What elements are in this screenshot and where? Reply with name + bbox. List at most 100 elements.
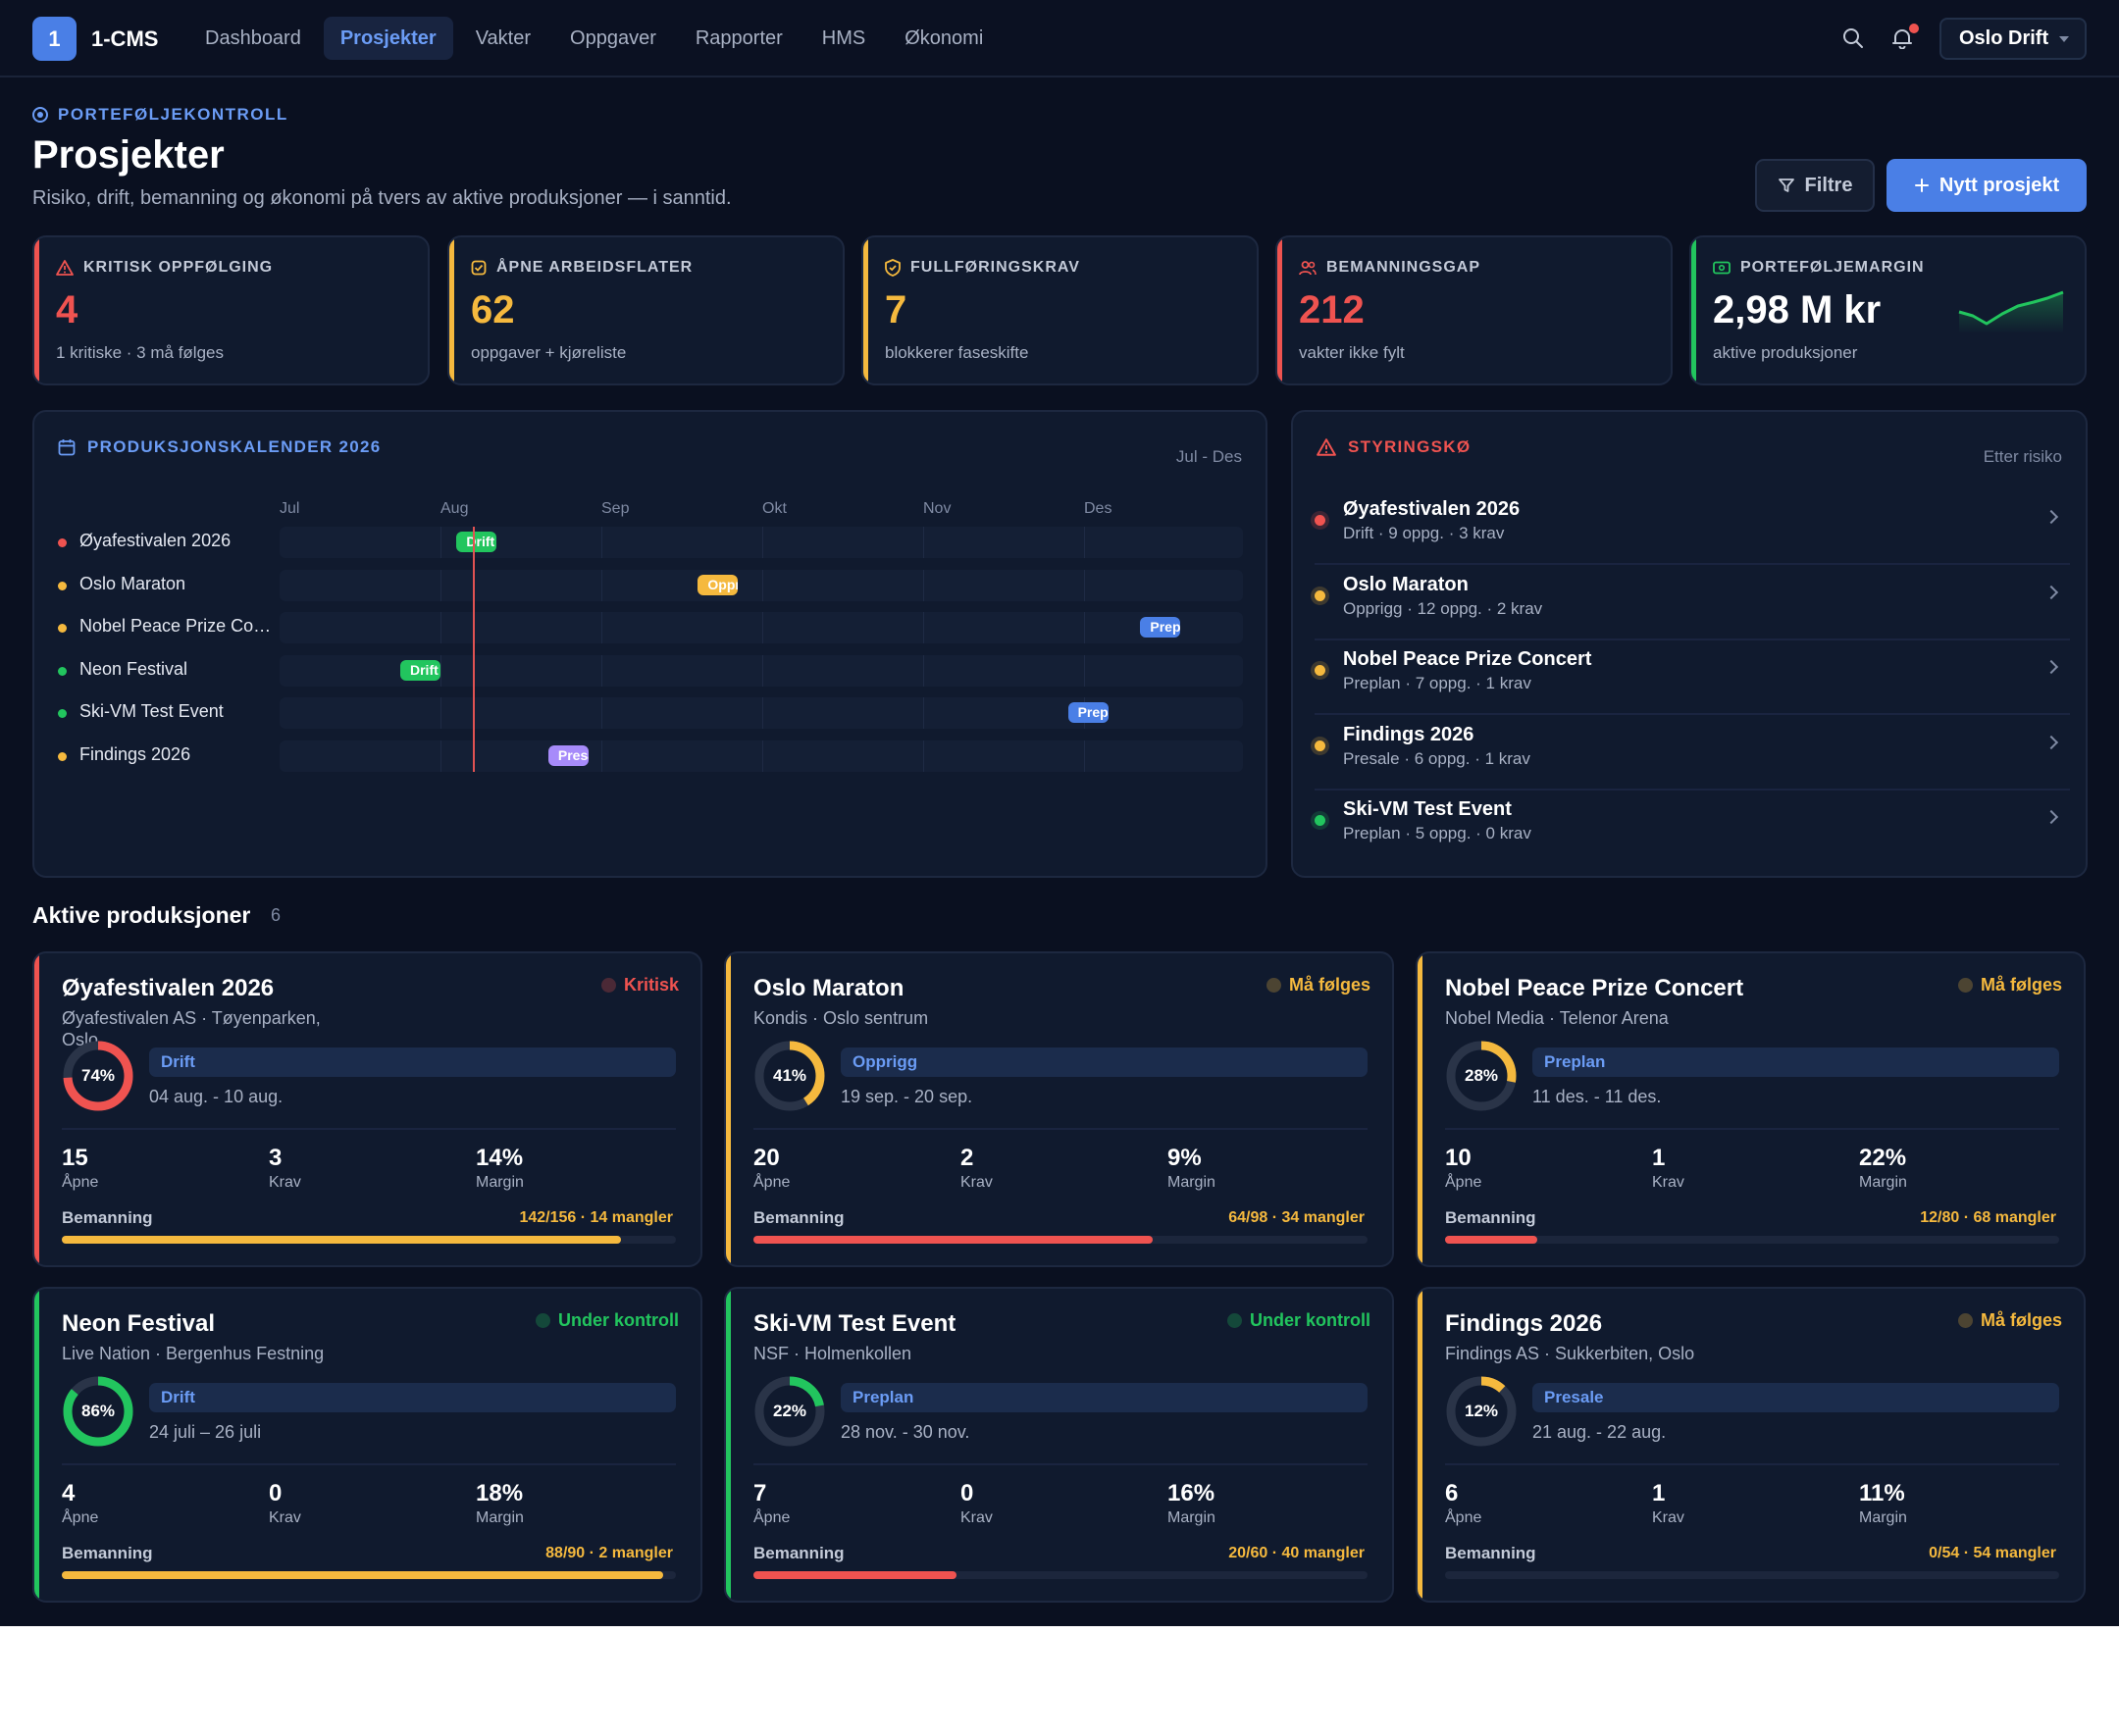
queue-item[interactable]: Ski-VM Test Event Preplan · 5 oppg. · 0 k… xyxy=(1315,791,2070,865)
kpi-card-arbeidsflater[interactable]: ÅPNE ARBEIDSFLATER 62 oppgaver + kjøreli… xyxy=(447,235,845,385)
queue-item[interactable]: Nobel Peace Prize Concert Preplan · 7 opp… xyxy=(1315,640,2070,715)
kpi-caption: aktive produksjoner xyxy=(1713,343,1858,362)
queue-item[interactable]: Oslo Maraton Opprigg · 12 oppg. · 2 krav xyxy=(1315,566,2070,640)
gantt-row-name: Neon Festival xyxy=(79,658,188,679)
stat-value: 7 xyxy=(753,1480,767,1506)
stat-margin: 22% Margin xyxy=(1859,1145,1907,1192)
project-dates: 04 aug. - 10 aug. xyxy=(149,1087,284,1106)
status-dot xyxy=(1957,978,1973,993)
gantt-track: Presale xyxy=(280,740,1243,772)
filter-icon xyxy=(1778,179,1794,192)
queue-item-summary: Presale · 6 oppg. · 1 krav xyxy=(1343,748,1530,768)
project-card[interactable]: Neon Festival Live Nation · Bergenhus Fes… xyxy=(32,1287,702,1603)
gantt-gridline xyxy=(440,612,441,643)
project-name: Nobel Peace Prize Concert xyxy=(1445,975,1744,1001)
gantt-row[interactable]: Ski-VM Test Event Preplan xyxy=(58,697,1263,729)
gantt-row[interactable]: Oslo Maraton Opprigg xyxy=(58,569,1263,601)
gantt-phase-pill[interactable]: Drift xyxy=(400,659,440,681)
calendar-range[interactable]: Jul - Des xyxy=(1175,447,1242,466)
users-icon xyxy=(1299,261,1317,276)
queue-sort[interactable]: Etter risiko xyxy=(1983,447,2062,466)
stat-value: 22% xyxy=(1859,1145,1907,1171)
card-accent-bar xyxy=(34,953,39,1265)
gantt-gridline xyxy=(1084,569,1085,601)
gantt-gridline xyxy=(601,569,602,601)
project-card[interactable]: Findings 2026 Findings AS · Sukkerbiten, … xyxy=(1416,1287,2086,1603)
gantt-phase-pill[interactable]: Presale xyxy=(547,744,589,766)
project-card[interactable]: Oslo Maraton Kondis · Oslo sentrum Må følg… xyxy=(724,951,1394,1267)
chevron-right-icon xyxy=(2043,659,2059,675)
staffing-progress-fill xyxy=(753,1236,1153,1244)
stat-label: Krav xyxy=(1652,1174,1684,1191)
staffing-value: 12/80 · 68 mangler xyxy=(1920,1209,2056,1226)
nav-prosjekter[interactable]: Prosjekter xyxy=(323,17,453,60)
queue-item-summary: Drift · 9 oppg. · 3 krav xyxy=(1343,524,1505,542)
status-label: Må følges xyxy=(1980,1310,2062,1330)
page-subtitle: Risiko, drift, bemanning og økonomi på t… xyxy=(32,187,732,209)
kpi-accent-bar xyxy=(34,237,39,383)
gantt-row[interactable]: Øyafestivalen 2026 Drift xyxy=(58,527,1263,558)
filter-button[interactable]: Filtre xyxy=(1755,159,1875,212)
project-card[interactable]: Øyafestivalen 2026 Øyafestivalen AS · Tøy… xyxy=(32,951,702,1267)
queue-item[interactable]: Findings 2026 Presale · 6 oppg. · 1 krav xyxy=(1315,716,2070,791)
project-card[interactable]: Nobel Peace Prize Concert Nobel Media · T… xyxy=(1416,951,2086,1267)
kpi-card-kritisk[interactable]: KRITISK OPPFØLGING 4 1 kritiske · 3 må f… xyxy=(32,235,430,385)
gantt-phase-pill[interactable]: Preplan xyxy=(1067,702,1109,723)
queue-item-summary: Preplan · 5 oppg. · 0 krav xyxy=(1343,824,1531,842)
nav-okonomi[interactable]: Økonomi xyxy=(904,27,984,49)
project-dates: 24 juli – 26 juli xyxy=(149,1422,262,1442)
kpi-card-fullforingskrav[interactable]: FULLFØRINGSKRAV 7 blokkerer faseskifte xyxy=(861,235,1259,385)
bell-icon[interactable] xyxy=(1891,27,1913,49)
kpi-card-portefoljemargin[interactable]: PORTEFØLJEMARGIN 2,98 M kr aktive produk… xyxy=(1689,235,2087,385)
stat-label: Åpne xyxy=(62,1174,99,1191)
gantt-row[interactable]: Neon Festival Drift xyxy=(58,654,1263,687)
chevron-down-icon xyxy=(2059,36,2069,42)
filter-button-label: Filtre xyxy=(1804,174,1853,196)
stat-value: 16% xyxy=(1167,1480,1215,1506)
chevron-right-icon xyxy=(2043,809,2059,825)
kpi-card-bemanningsgap[interactable]: BEMANNINGSGAP 212 vakter ikke fylt xyxy=(1275,235,1673,385)
project-name: Neon Festival xyxy=(62,1310,216,1337)
project-card[interactable]: Ski-VM Test Event NSF · Holmenkollen Under… xyxy=(724,1287,1394,1603)
kpi-value: 2,98 M kr xyxy=(1713,288,1882,332)
gantt-phase-pill[interactable]: Preplan xyxy=(1140,617,1181,638)
project-client: Live Nation · Bergenhus Festning xyxy=(62,1344,325,1363)
chevron-right-icon xyxy=(2043,509,2059,525)
gantt-row-name: Øyafestivalen 2026 xyxy=(79,531,232,550)
kpi-value: 7 xyxy=(885,288,907,332)
risk-dot xyxy=(1315,515,1325,526)
nav-dashboard[interactable]: Dashboard xyxy=(205,27,301,49)
gantt-phase-pill[interactable]: Opprigg xyxy=(698,574,739,595)
card-accent-bar xyxy=(34,1289,39,1601)
warning-icon xyxy=(56,260,74,276)
month-label: Okt xyxy=(762,500,787,517)
progress-ring xyxy=(1446,1041,1517,1111)
nav-oppgaver[interactable]: Oppgaver xyxy=(570,27,656,49)
main-nav: Dashboard Prosjekter Vakter Oppgaver Rap… xyxy=(188,17,1000,60)
progress-percent: 41% xyxy=(772,1066,807,1085)
gantt-row[interactable]: Nobel Peace Prize Concert Preplan xyxy=(58,612,1263,643)
gantt-gridline xyxy=(762,654,763,687)
gantt-gridline xyxy=(923,527,924,558)
status-badge: Må følges xyxy=(1957,975,2062,996)
nav-rapporter[interactable]: Rapporter xyxy=(695,27,783,49)
phase-badge: Preplan xyxy=(1532,1047,2059,1077)
org-select[interactable]: Oslo Drift xyxy=(1939,18,2087,60)
stat-value: 0 xyxy=(960,1480,974,1506)
margin-sparkline xyxy=(1958,290,2064,333)
queue-item[interactable]: Øyafestivalen 2026 Drift · 9 oppg. · 3 kr… xyxy=(1315,490,2070,565)
status-dot xyxy=(535,1313,550,1328)
nav-hms[interactable]: HMS xyxy=(821,27,866,49)
stat-open: 15 Åpne xyxy=(62,1145,98,1192)
gantt-phase-pill[interactable]: Drift xyxy=(456,532,497,552)
new-project-button[interactable]: Nytt prosjekt xyxy=(1886,159,2087,212)
nav-vakter[interactable]: Vakter xyxy=(475,27,532,49)
staffing-value: 64/98 · 34 mangler xyxy=(1228,1209,1365,1226)
active-productions-count: 6 xyxy=(271,905,282,925)
gantt-gridline xyxy=(923,697,924,729)
month-label: Jul xyxy=(280,500,300,517)
kpi-label-text: FULLFØRINGSKRAV xyxy=(910,259,1080,276)
search-icon[interactable] xyxy=(1842,27,1864,49)
app-logo[interactable]: 1 xyxy=(32,17,77,61)
gantt-row[interactable]: Findings 2026 Presale xyxy=(58,740,1263,772)
